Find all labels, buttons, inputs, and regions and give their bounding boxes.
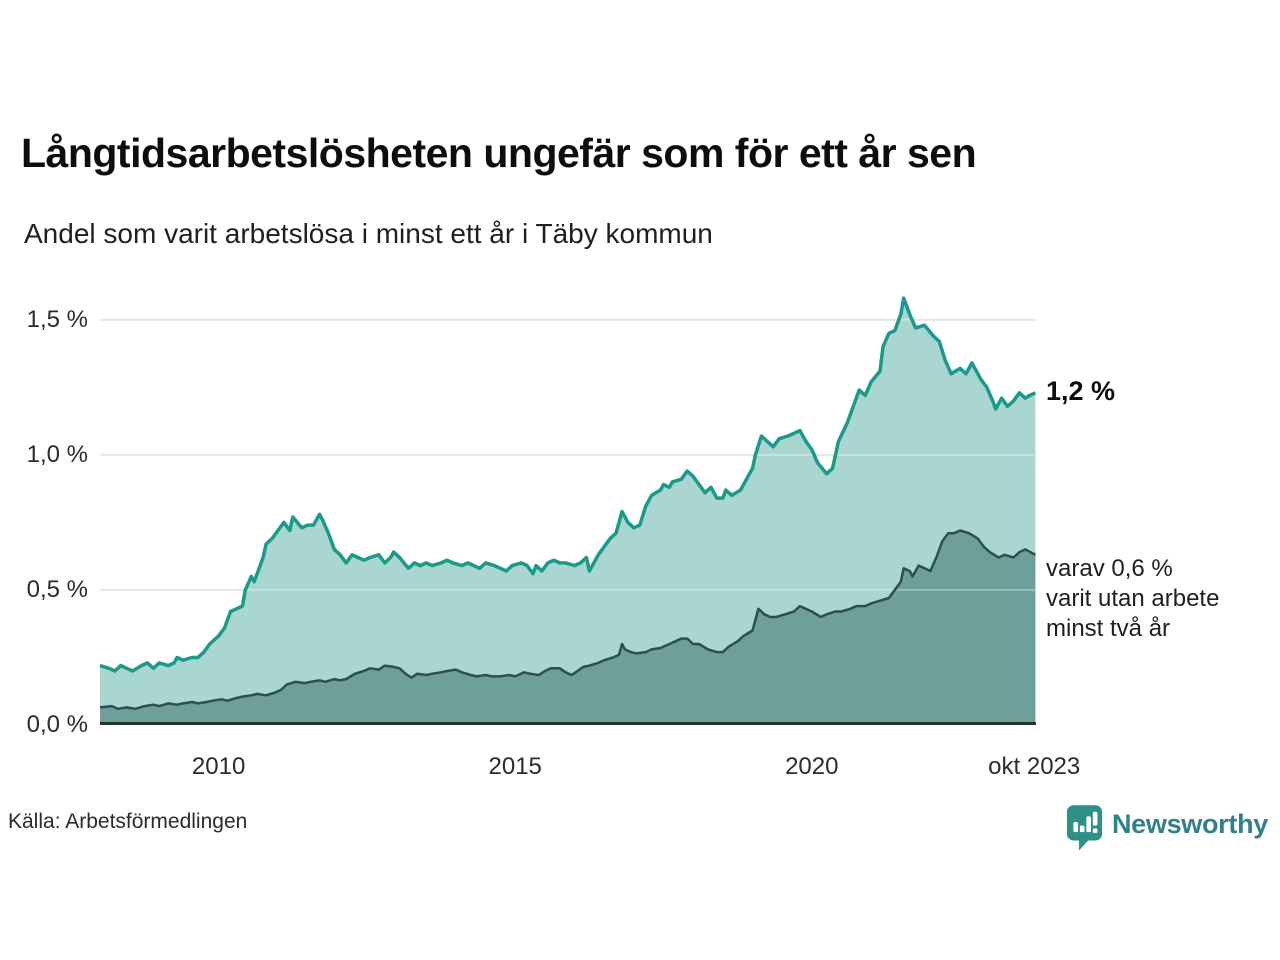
line-min-one-year (99, 296, 1037, 673)
x-axis-tick-2015: 2015 (488, 753, 542, 780)
annotation-two-year-value: varav 0,6 % varit utan arbete minst två … (1046, 554, 1220, 642)
page-title: Långtidsarbetslösheten ungefär som för e… (21, 130, 977, 176)
newsworthy-logo: Newsworthy (1066, 804, 1268, 851)
y-axis-tick-2: 1,0 % (26, 440, 88, 468)
x-axis-tick-2010: 2010 (191, 753, 246, 780)
source-label: Källa: Arbetsförmedlingen (8, 810, 248, 833)
unemployment-area-chart (99, 296, 1037, 725)
area-min-two-years (100, 530, 1036, 725)
newsworthy-logo-text: Newsworthy (1111, 809, 1268, 839)
x-axis-tick-2020: 2020 (785, 753, 839, 780)
y-axis-tick-1: 0,5 % (26, 575, 88, 603)
x-axis-tick-okt-2023: okt 2023 (988, 753, 1081, 780)
newsworthy-logo-icon (1066, 805, 1103, 851)
line-min-two-years (99, 529, 1036, 711)
chart-subtitle: Andel som varit arbetslösa i minst ett å… (24, 218, 713, 249)
y-axis-tick-0: 0,0 % (26, 711, 88, 738)
y-axis-tick-3: 1,5 % (26, 305, 88, 333)
annotation-latest-value: 1,2 % (1046, 375, 1116, 406)
